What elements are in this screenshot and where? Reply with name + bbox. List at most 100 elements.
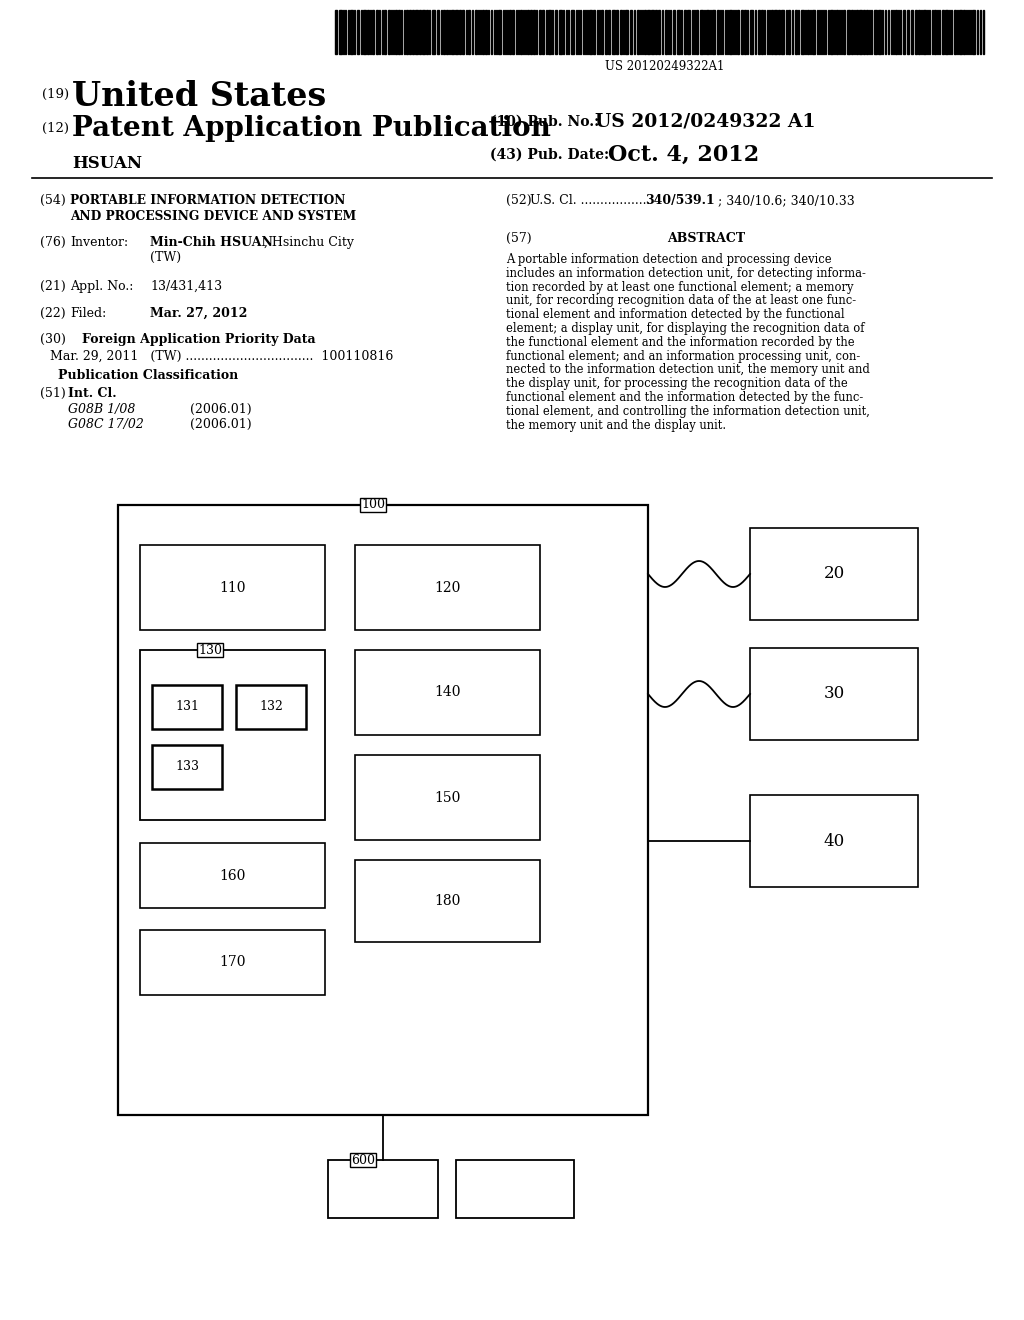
Bar	[706, 11, 709, 54]
Bar	[419, 11, 421, 54]
Bar	[830, 11, 833, 54]
Bar	[384, 11, 386, 54]
Text: (2006.01): (2006.01)	[190, 403, 252, 416]
Bar	[687, 11, 690, 54]
Text: Foreign Application Priority Data: Foreign Application Priority Data	[82, 333, 315, 346]
Bar	[357, 11, 359, 54]
Text: Inventor:: Inventor:	[70, 236, 128, 249]
Bar	[677, 11, 680, 54]
Text: 150: 150	[434, 791, 461, 804]
Bar	[741, 11, 743, 54]
Text: tional element and information detected by the functional: tional element and information detected …	[506, 308, 845, 321]
Bar	[455, 11, 458, 54]
Bar	[456, 1160, 574, 1218]
Text: 110: 110	[219, 581, 246, 594]
Text: (43) Pub. Date:: (43) Pub. Date:	[490, 148, 609, 162]
Text: unit, for recording recognition data of the at least one func-: unit, for recording recognition data of …	[506, 294, 856, 308]
Text: Mar. 29, 2011   (TW) .................................  100110816: Mar. 29, 2011 (TW) .....................…	[50, 350, 393, 363]
Bar	[851, 11, 853, 54]
Bar	[415, 11, 418, 54]
Bar	[658, 11, 660, 54]
Bar	[665, 11, 667, 54]
Bar	[750, 795, 918, 887]
Bar	[750, 528, 918, 620]
Bar	[911, 11, 913, 54]
Bar	[432, 11, 435, 54]
Text: (57): (57)	[506, 232, 531, 246]
Bar	[945, 11, 948, 54]
Bar	[398, 11, 400, 54]
Bar	[856, 11, 858, 54]
Text: A portable information detection and processing device: A portable information detection and pro…	[506, 253, 831, 267]
Text: ABSTRACT: ABSTRACT	[667, 232, 745, 246]
Bar	[350, 11, 353, 54]
Bar	[376, 11, 378, 54]
Text: functional element and the information detected by the func-: functional element and the information d…	[506, 391, 863, 404]
Text: the memory unit and the display unit.: the memory unit and the display unit.	[506, 418, 726, 432]
Bar	[335, 11, 337, 54]
Bar	[637, 11, 639, 54]
Text: 100: 100	[361, 499, 385, 511]
Bar	[774, 11, 777, 54]
Bar	[812, 11, 815, 54]
Bar	[555, 11, 557, 54]
Bar	[475, 11, 477, 54]
Bar	[836, 11, 838, 54]
Bar	[655, 11, 657, 54]
Bar	[372, 11, 374, 54]
Text: 180: 180	[434, 894, 461, 908]
Bar	[972, 11, 975, 54]
Text: the display unit, for processing the recognition data of the: the display unit, for processing the rec…	[506, 378, 848, 391]
Bar	[355, 545, 540, 630]
Text: US 2012/0249322 A1: US 2012/0249322 A1	[595, 112, 815, 129]
Bar	[498, 11, 501, 54]
Bar	[608, 11, 610, 54]
Bar	[673, 11, 675, 54]
Bar	[954, 11, 956, 54]
Text: Patent Application Publication: Patent Application Publication	[72, 115, 551, 143]
Text: 131: 131	[175, 701, 199, 714]
Bar	[459, 11, 461, 54]
Bar	[934, 11, 936, 54]
Text: 130: 130	[198, 644, 222, 656]
Text: HSUAN: HSUAN	[72, 154, 142, 172]
Text: 40: 40	[823, 833, 845, 850]
Bar	[140, 843, 325, 908]
Bar	[771, 11, 773, 54]
Bar	[717, 11, 719, 54]
Text: (19): (19)	[42, 88, 70, 102]
Text: (2006.01): (2006.01)	[190, 418, 252, 432]
Text: Min-Chih HSUAN: Min-Chih HSUAN	[150, 236, 272, 249]
Text: (76): (76)	[40, 236, 66, 249]
Bar	[847, 11, 850, 54]
Text: 140: 140	[434, 685, 461, 700]
Bar	[625, 11, 628, 54]
Text: Oct. 4, 2012: Oct. 4, 2012	[608, 144, 759, 166]
Text: G08C 17/02: G08C 17/02	[68, 418, 144, 432]
Text: (51): (51)	[40, 387, 66, 400]
Text: 20: 20	[823, 565, 845, 582]
Text: United States: United States	[72, 81, 327, 114]
Bar	[542, 11, 544, 54]
Bar	[482, 11, 484, 54]
Bar	[451, 11, 454, 54]
Bar	[915, 11, 918, 54]
Text: (54): (54)	[40, 194, 66, 207]
Bar	[923, 11, 926, 54]
Bar	[700, 11, 703, 54]
Text: 120: 120	[434, 581, 461, 594]
Bar	[462, 11, 464, 54]
Bar	[559, 11, 562, 54]
Text: 160: 160	[219, 869, 246, 883]
Bar	[843, 11, 845, 54]
Bar	[118, 506, 648, 1115]
Text: (10) Pub. No.:: (10) Pub. No.:	[490, 115, 599, 129]
Bar	[140, 545, 325, 630]
Bar	[140, 931, 325, 995]
Bar	[395, 11, 397, 54]
Bar	[350, 1152, 376, 1167]
Text: U.S. Cl. ..................: U.S. Cl. ..................	[530, 194, 654, 207]
Bar	[788, 11, 790, 54]
Bar	[729, 11, 732, 54]
Bar	[737, 11, 739, 54]
